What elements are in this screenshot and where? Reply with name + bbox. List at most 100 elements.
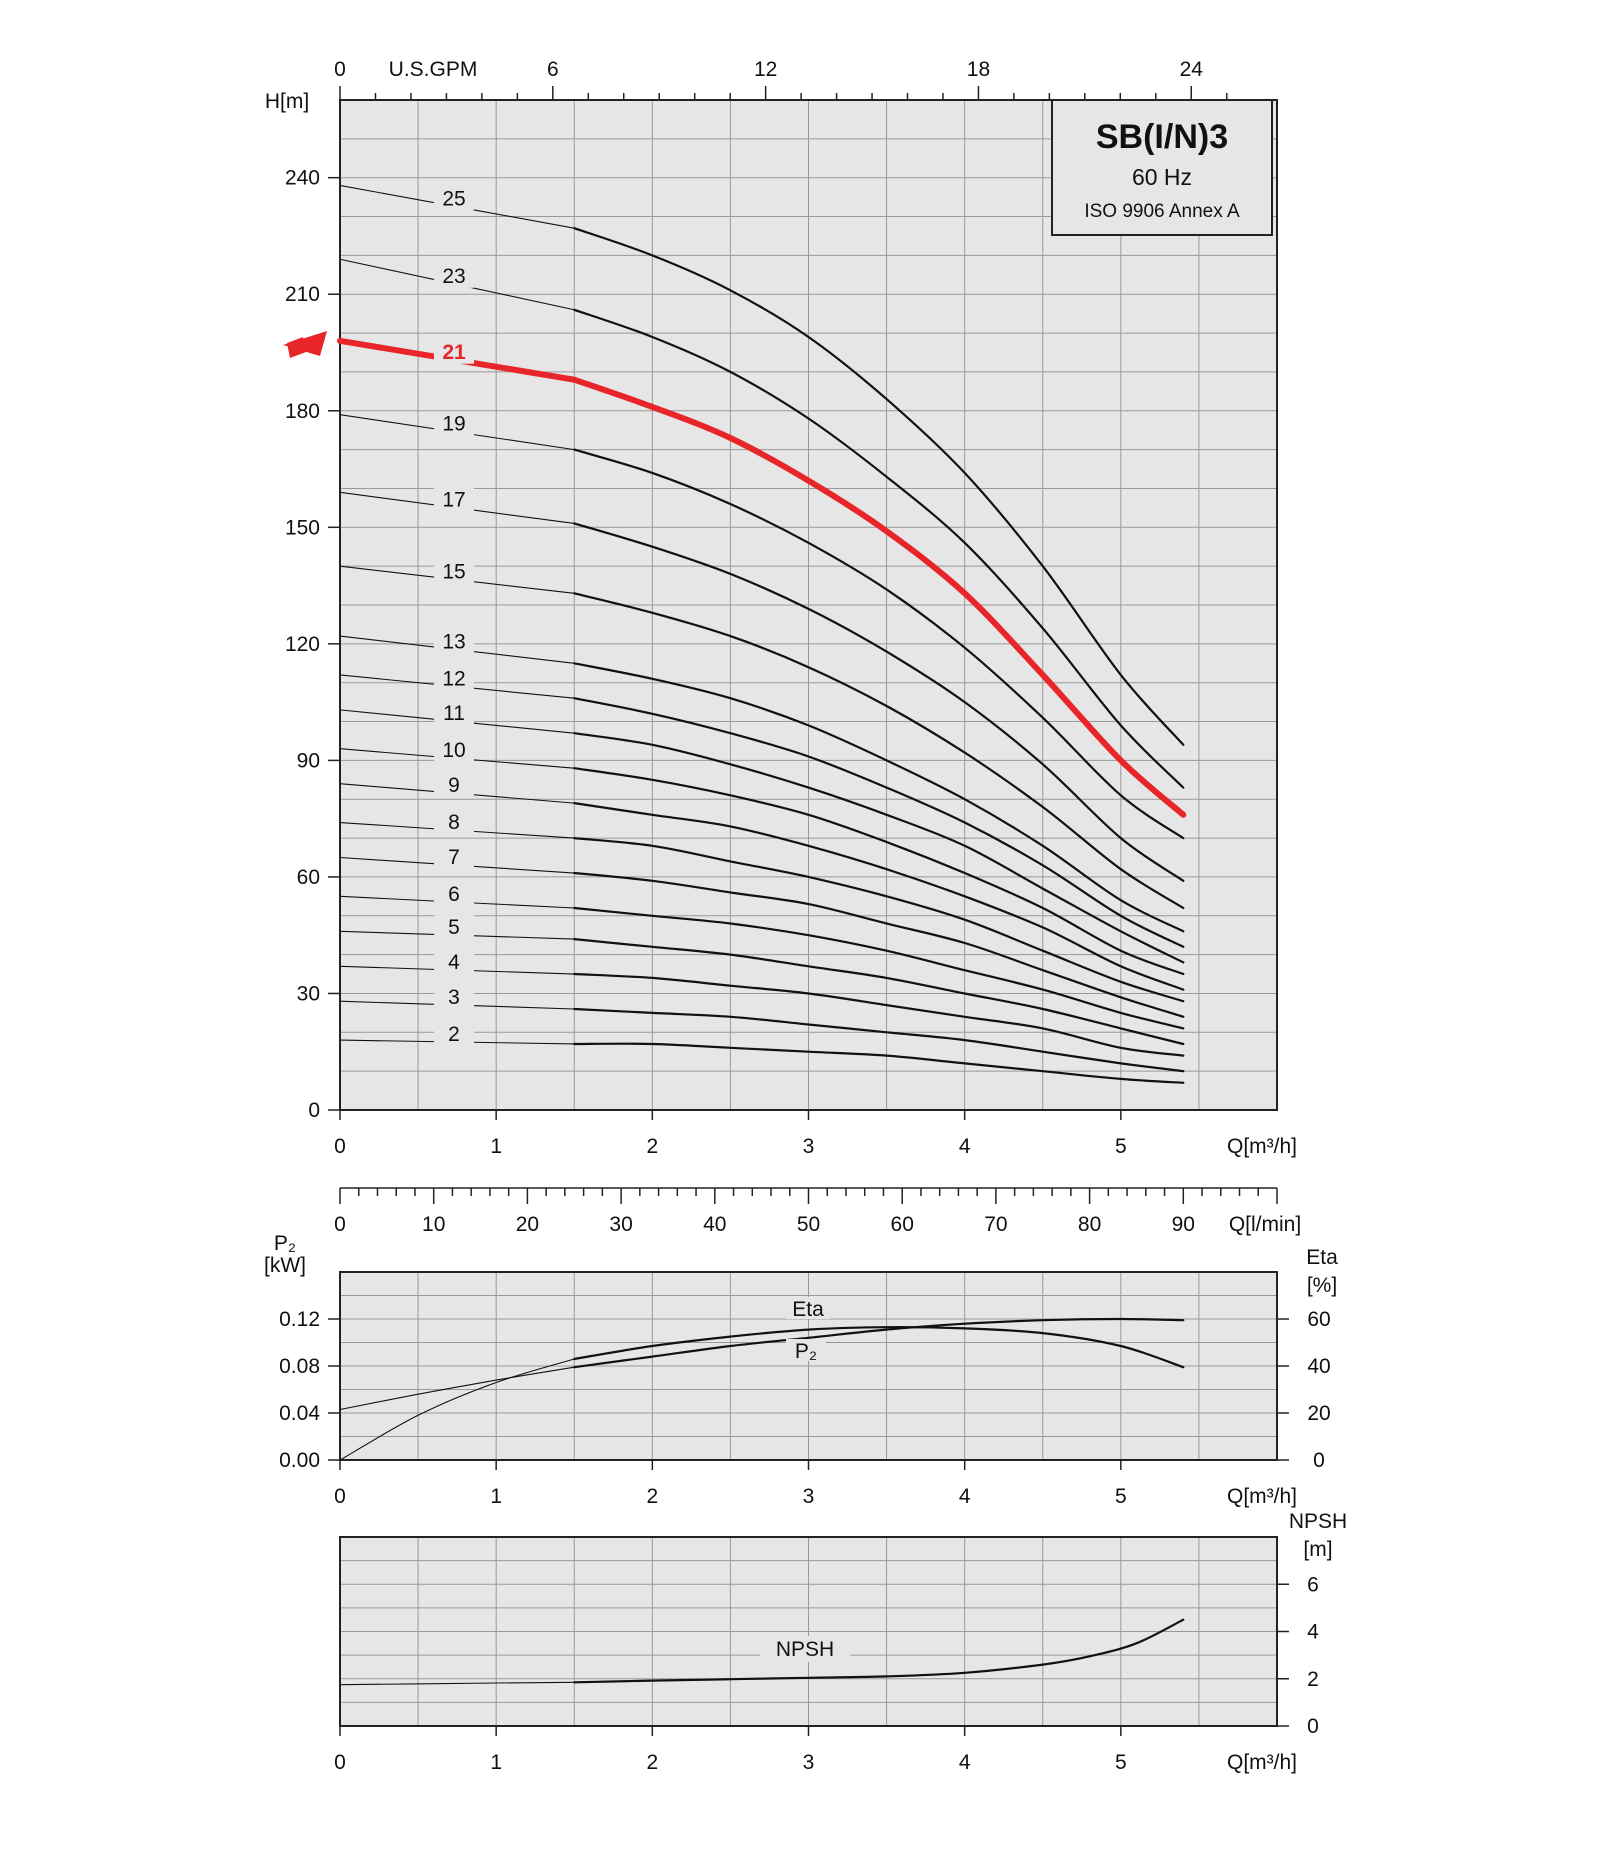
npsh-x-tick-label: 2 — [646, 1751, 658, 1774]
legend-standard: ISO 9906 Annex A — [1084, 201, 1240, 222]
head-curve-label-5: 5 — [448, 916, 460, 939]
head-curve-2 — [573, 1042, 1185, 1084]
head-curve-label-bg — [434, 985, 474, 1010]
head-curve-label-10: 10 — [442, 739, 465, 762]
head-curve-label-3: 3 — [448, 986, 460, 1009]
npsh-label-bg — [760, 1636, 850, 1662]
head-curve-label-bg — [434, 810, 474, 835]
power-y-tick-label: 0.12 — [279, 1308, 320, 1331]
head-curve-3 — [573, 1007, 1185, 1073]
npsh-curve — [573, 1618, 1185, 1684]
power-y-axis-label: P₂ [kW] — [264, 1232, 306, 1277]
npsh-x-tick-label: 0 — [334, 1751, 346, 1774]
head-curve-label-19: 19 — [442, 413, 465, 436]
power-x-axis-label: Q[m³/h] — [1227, 1485, 1297, 1508]
head-curve-label-13: 13 — [442, 630, 465, 653]
power-x-tick-label: 5 — [1115, 1485, 1127, 1508]
head-top-axis-label: U.S.GPM — [389, 58, 478, 81]
power-y2-tick-label: 20 — [1307, 1402, 1330, 1425]
head-curve-12 — [573, 697, 1185, 948]
power-y2-tick-label: 40 — [1307, 1355, 1330, 1378]
legend-title: SB(I/N)3 — [1096, 118, 1228, 156]
lmin-tick-label: 30 — [609, 1213, 632, 1236]
highlight-arrow-icon — [283, 331, 327, 358]
head-curve-label-bg — [434, 411, 474, 436]
p2-curve-label: P₂ — [795, 1340, 817, 1363]
head-curve-10 — [573, 767, 1185, 976]
power-curve-Eta — [573, 1326, 1185, 1369]
lmin-axis-label: Q[l/min] — [1229, 1213, 1301, 1236]
head-curve-7 — [573, 871, 1185, 1018]
head-curve-23 — [573, 308, 1185, 789]
power-y2-tick-label: 0 — [1313, 1449, 1325, 1472]
head-curve-label-bg — [434, 701, 474, 726]
power-efficiency-chart: 0.00 0.04 0.08 0.12 0 20 40 60 0 1 2 3 4 5 P₂ [kW] Eta [%… — [264, 1232, 1338, 1508]
power-x-tick-label: 1 — [490, 1485, 502, 1508]
head-curve-label-15: 15 — [442, 560, 465, 583]
head-top-tick-label: 18 — [967, 58, 990, 81]
head-y-tick-label: 180 — [285, 400, 320, 423]
head-curve-label-7: 7 — [448, 846, 460, 869]
eta-label-bg — [786, 1297, 830, 1319]
head-y-tick-label: 210 — [285, 283, 320, 306]
head-top-tick-label: 0 — [334, 58, 346, 81]
head-curve-label-2: 2 — [448, 1023, 460, 1046]
head-curve-label-11: 11 — [443, 702, 465, 725]
head-curve-label-8: 8 — [448, 811, 460, 834]
head-curve-label-4: 4 — [448, 951, 460, 974]
power-curve-P₂ — [573, 1317, 1185, 1369]
head-curve-4 — [573, 972, 1185, 1057]
head-curve-9 — [573, 802, 1185, 991]
head-y-tick-label: 120 — [285, 633, 320, 656]
head-top-tick-label: 24 — [1180, 58, 1204, 81]
head-x-axis-label: Q[m³/h] — [1227, 1135, 1297, 1158]
head-curve-label-bg — [434, 1021, 474, 1046]
head-curve-label-17: 17 — [442, 488, 465, 511]
npsh-curve-start — [339, 1681, 575, 1686]
head-y-tick-label: 60 — [297, 866, 320, 889]
head-curve-label-12: 12 — [442, 667, 465, 690]
head-x-tick-label: 1 — [490, 1135, 502, 1158]
head-y-tick-label: 90 — [297, 749, 320, 772]
head-x-tick-label: 5 — [1115, 1135, 1127, 1158]
head-y-tick-label: 30 — [297, 982, 320, 1005]
power-x-tick-label: 2 — [646, 1485, 658, 1508]
p2-label-bg — [786, 1339, 826, 1361]
npsh-x-axis-label: Q[m³/h] — [1227, 1751, 1297, 1774]
npsh-y-axis-label: NPSH [m] — [1289, 1510, 1347, 1561]
power-y-tick-label: 0.00 — [279, 1449, 320, 1472]
head-curve-label-bg — [434, 738, 474, 763]
power-y-tick-label: 0.04 — [279, 1402, 320, 1425]
head-curve-label-bg — [434, 666, 474, 691]
lmin-tick-label: 90 — [1172, 1213, 1195, 1236]
npsh-y-tick-label: 6 — [1307, 1573, 1319, 1596]
lmin-tick-label: 40 — [703, 1213, 726, 1236]
head-y-tick-label: 150 — [285, 516, 320, 539]
power-curve-P₂-start — [339, 1366, 575, 1411]
head-curve-label-bg — [434, 339, 474, 364]
head-curve-label-21: 21 — [442, 341, 466, 364]
head-curve-label-9: 9 — [448, 774, 460, 797]
head-curve-11 — [573, 732, 1185, 964]
lmin-tick-label: 0 — [334, 1213, 346, 1236]
head-curve-label-25: 25 — [442, 187, 465, 210]
power-curve-Eta-start — [339, 1358, 575, 1461]
power-x-tick-label: 4 — [959, 1485, 971, 1508]
head-curve-label-bg — [434, 629, 474, 654]
head-curve-19 — [573, 448, 1185, 840]
npsh-y-tick-label: 4 — [1307, 1621, 1319, 1644]
eta-curve-label: Eta — [792, 1298, 824, 1321]
flow-lmin-axis: 0 10 20 30 40 50 60 70 80 90 Q[l/min] — [334, 1187, 1301, 1236]
power-y2-tick-label: 60 — [1307, 1308, 1330, 1331]
power-y-tick-label: 0.08 — [279, 1355, 320, 1378]
head-curve-label-6: 6 — [448, 883, 460, 906]
head-x-tick-label: 2 — [646, 1135, 658, 1158]
lmin-tick-label: 80 — [1078, 1213, 1101, 1236]
lmin-tick-label: 70 — [984, 1213, 1007, 1236]
head-curve-label-bg — [434, 773, 474, 798]
legend-frequency: 60 Hz — [1132, 164, 1192, 190]
head-curve-13 — [573, 662, 1185, 933]
head-curve-8 — [573, 837, 1185, 1003]
head-curve-label-23: 23 — [442, 265, 465, 288]
